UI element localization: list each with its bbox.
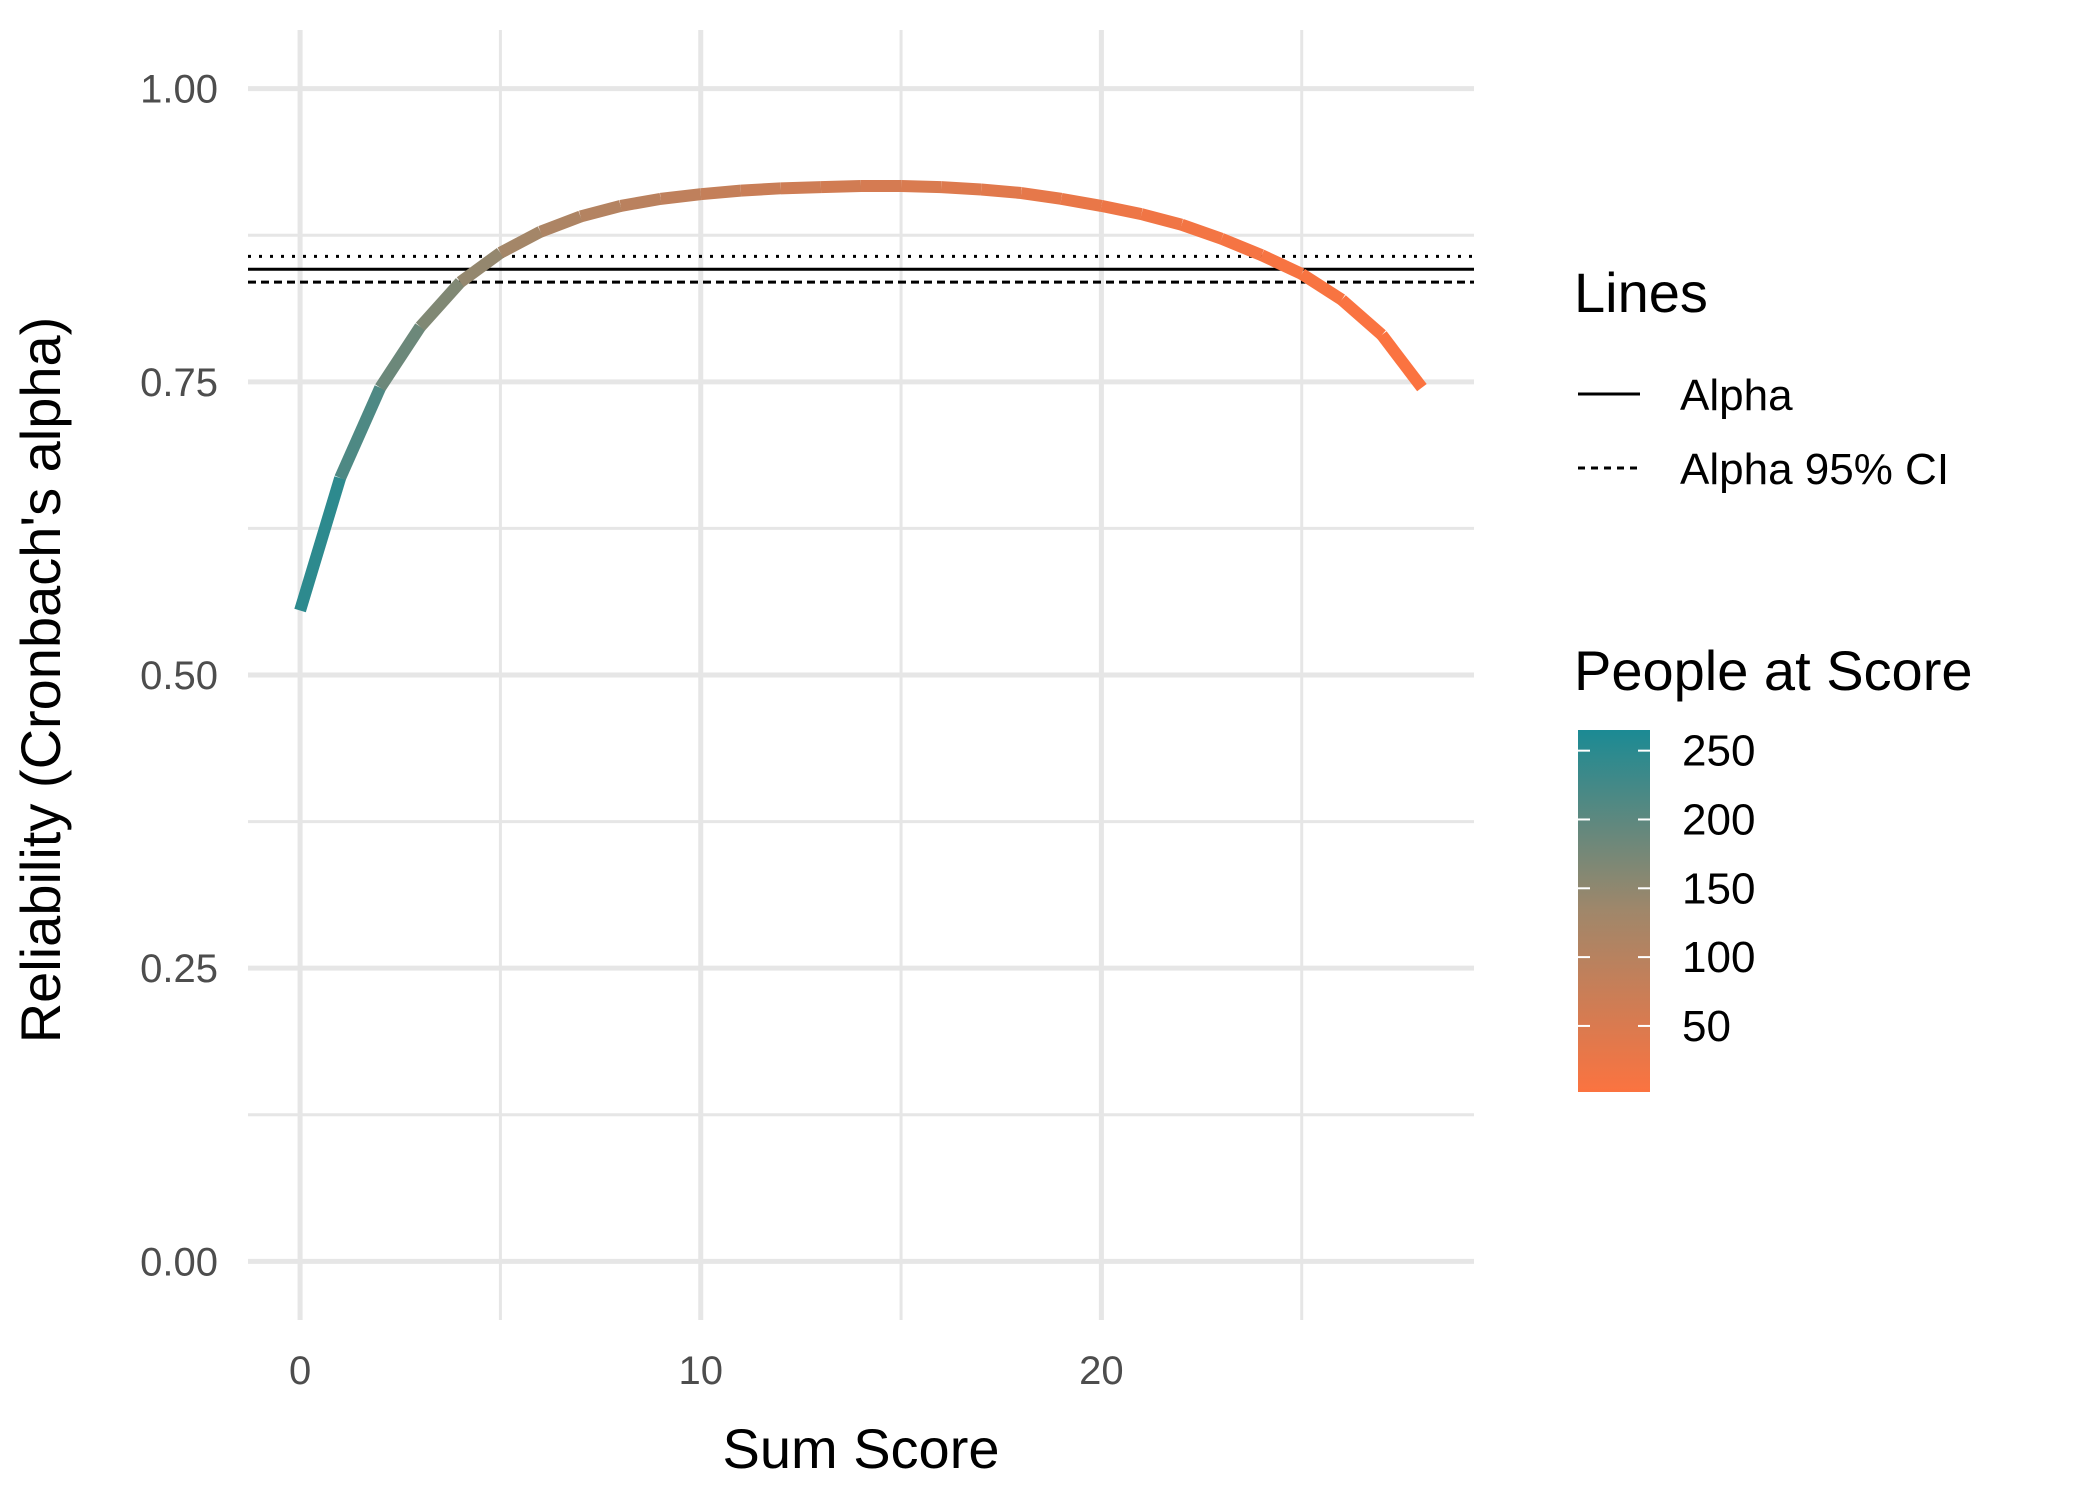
colorbar-tick-label: 100 <box>1682 933 1755 982</box>
curve-segment <box>700 184 742 201</box>
curve-segment <box>1020 187 1063 205</box>
y-tick-label: 0.00 <box>140 1240 218 1284</box>
colorbar-tick-label: 200 <box>1682 795 1755 844</box>
curve-segment <box>294 476 346 613</box>
x-tick-label: 20 <box>1079 1349 1124 1393</box>
colorbar-tick-label: 150 <box>1682 864 1755 913</box>
legend-color-title: People at Score <box>1574 639 1972 702</box>
curve-segment <box>1219 233 1264 261</box>
curve-segment <box>497 226 544 259</box>
legend-label-alpha: Alpha <box>1680 371 1793 420</box>
curve-segment <box>334 385 386 481</box>
y-tick-label: 0.75 <box>140 361 218 405</box>
y-tick-label: 1.00 <box>140 68 218 112</box>
curve-segment <box>940 181 982 196</box>
curve-segment <box>415 278 465 331</box>
curve-segment <box>1377 331 1427 392</box>
reliability-curve <box>294 179 1427 613</box>
x-tick-label: 0 <box>289 1349 311 1393</box>
curve-segment <box>1337 295 1386 340</box>
x-axis-title: Sum Score <box>723 1417 1000 1480</box>
legend-color: People at Score 250 200 150 100 50 <box>1574 639 1972 1092</box>
colorbar-tick-label: 250 <box>1682 727 1755 776</box>
x-axis-ticks: 0 10 20 <box>289 1349 1124 1393</box>
colorbar <box>1578 730 1650 1092</box>
curve-segment <box>456 247 504 287</box>
curve-segment <box>538 210 583 238</box>
curve-segment <box>1179 219 1224 245</box>
curve-segment <box>820 179 862 194</box>
legend-label-alpha-ci: Alpha 95% CI <box>1680 445 1949 494</box>
x-tick-label: 10 <box>678 1349 723 1393</box>
curve-segment <box>619 192 662 212</box>
curve-segment <box>375 323 426 391</box>
colorbar-ticks: 250 200 150 100 50 <box>1578 727 1755 1051</box>
curve-segment <box>1139 208 1184 231</box>
curve-segment <box>1298 268 1346 305</box>
legend-lines: Lines Alpha Alpha 95% CI <box>1574 261 1949 494</box>
y-axis-title: Reliability (Cronbach's alpha) <box>9 317 72 1044</box>
legend-lines-title: Lines <box>1574 261 1708 324</box>
y-axis-ticks: 0.00 0.25 0.50 0.75 1.00 <box>140 68 218 1285</box>
curve-segment <box>659 188 702 205</box>
curve-segment <box>579 200 623 223</box>
curve-segment <box>1060 192 1103 212</box>
colorbar-tick-label: 50 <box>1682 1002 1731 1051</box>
curve-segment <box>740 182 782 197</box>
curve-segment <box>1100 200 1143 220</box>
curve-segment <box>980 183 1022 199</box>
major-gridlines <box>248 30 1474 1320</box>
y-tick-label: 0.25 <box>140 947 218 991</box>
curve-segment <box>1259 249 1305 280</box>
y-tick-label: 0.50 <box>140 654 218 698</box>
reference-lines <box>248 254 1474 284</box>
curve-segment <box>900 179 942 194</box>
curve-segment <box>780 181 822 195</box>
